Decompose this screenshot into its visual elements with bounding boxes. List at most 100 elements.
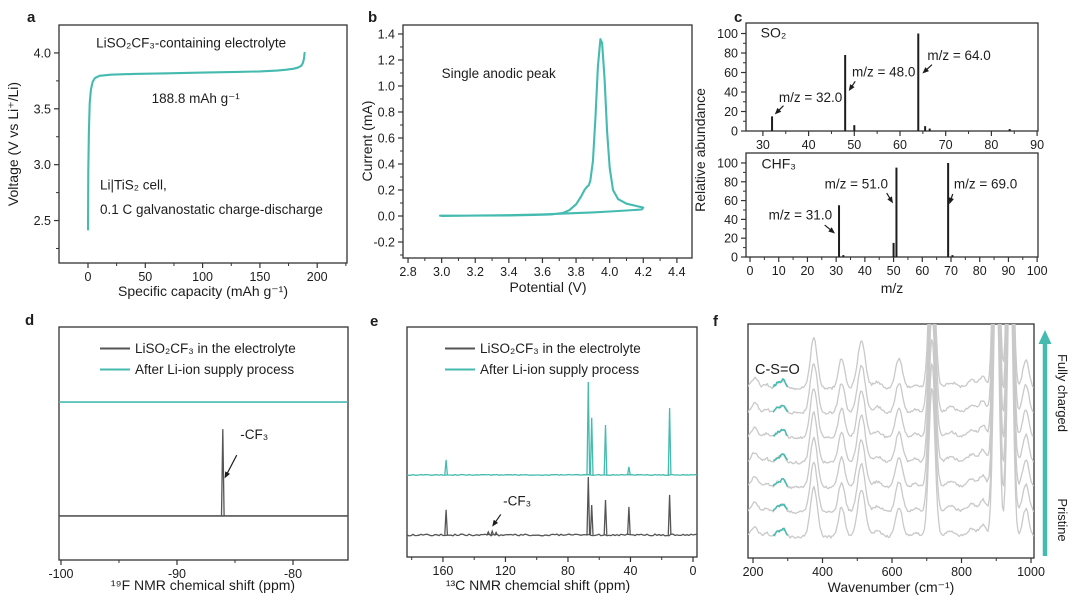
- raman-trace: [748, 324, 1034, 440]
- band-label: C-S=O: [755, 362, 800, 378]
- x-tick-label: 3.8: [567, 265, 584, 279]
- plot-frame: [745, 152, 1039, 258]
- annotation: -CF₃: [503, 493, 531, 508]
- x-tick-label: 80: [973, 264, 987, 278]
- y-tick-label: 2.5: [34, 214, 51, 228]
- y-tick-label: 3.0: [34, 158, 51, 172]
- y-tick-label: 0: [731, 125, 738, 139]
- raman-trace: [748, 324, 1034, 415]
- annotation: LiSO₂CF₃-containing electrolyte: [96, 35, 286, 50]
- c-s-o-band-highlight: [773, 453, 789, 461]
- plot-frame: [58, 326, 349, 561]
- x-tick-label: 120: [495, 564, 516, 578]
- y-axis-label: Relative abundance: [692, 88, 708, 212]
- x-axis: 30 40 50 60 70 80 90: [756, 131, 1044, 152]
- y-axis: 2.5 3.0 3.5 4.0: [34, 46, 59, 249]
- panel-letter: d: [25, 312, 34, 329]
- legend: LiSO₂CF₃ in the electrolyte After Li-ion …: [100, 341, 296, 377]
- y-tick-label: 0.0: [378, 210, 395, 224]
- x-tick-label: 80: [561, 564, 575, 578]
- annotation-arrow: [848, 80, 856, 91]
- x-tick-label: 60: [915, 264, 929, 278]
- y-tick-label: 1.0: [378, 79, 395, 93]
- annotation: 188.8 mAh g⁻¹: [152, 91, 241, 106]
- plot-frame: [406, 326, 698, 558]
- x-tick-label: 1000: [1017, 565, 1045, 579]
- x-tick-label: 40: [624, 564, 638, 578]
- x-tick-label: 600: [882, 565, 903, 579]
- panel-b-cyclic-voltammetry: b 2.8 3.0 3.2 3.4 3.6 3.8 4.0 4.2 4.4 -0.2 0.0 0.2 0.…: [359, 9, 693, 295]
- x-tick-label: 100: [192, 270, 213, 284]
- x-tick-label: 3.0: [433, 265, 450, 279]
- raman-traces: [748, 324, 1034, 539]
- panel-a-charge-discharge: a 0 50 100 150 200 2.5 3.0 3.5 4.0 Specific capaci…: [5, 9, 348, 299]
- legend-label: LiSO₂CF₃ in the electrolyte: [135, 341, 296, 356]
- panel-f-raman-spectra: f 200 400 600 800 1000 Wavenumber (cm⁻¹) C-S=O F…: [713, 313, 1070, 595]
- x-axis: 0 50 100 150 200: [85, 263, 347, 284]
- x-axis-label: Potential (V): [509, 279, 586, 295]
- y-tick-label: 100: [717, 156, 738, 170]
- species-label: SO₂: [761, 24, 787, 40]
- x-axis-label: ¹³C NMR chemcial shift (ppm): [446, 577, 630, 593]
- y-tick-label: -0.2: [373, 236, 395, 250]
- annotation: m/z = 48.0: [852, 64, 915, 79]
- y-axis: -0.2 0.0 0.2 0.4 0.6 0.8 1.0 1.2 1.4: [373, 27, 403, 256]
- x-tick-label: 0: [747, 264, 754, 278]
- legend-label: LiSO₂CF₃ in the electrolyte: [480, 341, 641, 356]
- x-tick-label: 40: [802, 138, 816, 152]
- y-tick-label: 80: [724, 175, 738, 189]
- y-tick-label: 60: [724, 66, 738, 80]
- plot-frame: [747, 323, 1035, 559]
- panel-e-13c-nmr: e 160 120 80 40 0 ¹³C NMR chemcial shift (ppm)…: [370, 313, 698, 593]
- x-tick-label: 3.6: [534, 265, 551, 279]
- charge-direction-arrow: [1038, 330, 1052, 556]
- annotation-arrow: [774, 105, 784, 115]
- x-tick-label: 2.8: [399, 265, 416, 279]
- nmr-trace-after-li-ion-supply-process: [406, 381, 698, 476]
- annotation: Single anodic peak: [442, 66, 556, 81]
- x-tick-label: 400: [812, 565, 833, 579]
- annotation: Li|TiS₂ cell,: [100, 177, 167, 192]
- c-s-o-band-highlight: [772, 503, 789, 512]
- y-tick-label: 0.6: [378, 131, 395, 145]
- x-tick-label: -100: [48, 567, 73, 581]
- annotation: m/z = 32.0: [779, 90, 842, 105]
- y-tick-label: 0.8: [378, 105, 395, 119]
- y-tick-label: 40: [724, 213, 738, 227]
- x-axis-label: m/z: [881, 280, 904, 296]
- x-tick-label: 3.2: [467, 265, 484, 279]
- mass-spectrum-SO₂: [771, 33, 1011, 131]
- x-tick-label: 20: [800, 264, 814, 278]
- x-tick-label: 800: [951, 565, 972, 579]
- x-tick-label: 50: [847, 138, 861, 152]
- x-tick-label: 40: [858, 264, 872, 278]
- x-tick-label: 160: [433, 564, 454, 578]
- panel-letter: b: [368, 9, 377, 26]
- x-tick-label: 4.4: [668, 265, 685, 279]
- y-tick-label: 80: [724, 47, 738, 61]
- annotation-arrow: [824, 224, 835, 234]
- x-tick-label: 90: [1001, 264, 1015, 278]
- y-tick-label: 1.2: [378, 53, 395, 67]
- x-tick-label: 4.0: [601, 265, 618, 279]
- nmr-trace-liso2cf3-in-electrolyte: [59, 429, 348, 517]
- y-tick-label: 3.5: [34, 102, 51, 116]
- y-axis-label: Current (mA): [359, 101, 375, 182]
- x-tick-label: 0: [690, 564, 697, 578]
- panel-letter: c: [734, 9, 742, 26]
- x-axis: 160 120 80 40 0: [411, 557, 697, 578]
- y-axis: 0 20 40 60 80 100: [717, 27, 746, 139]
- x-tick-label: 50: [138, 270, 152, 284]
- y-tick-label: 20: [724, 232, 738, 246]
- y-tick-label: 4.0: [34, 46, 51, 60]
- x-tick-label: 70: [944, 264, 958, 278]
- x-tick-label: 200: [307, 270, 328, 284]
- x-tick-label: 4.2: [635, 265, 652, 279]
- x-axis: -100 -90 -80: [48, 560, 302, 581]
- x-tick-label: 100: [1027, 264, 1048, 278]
- annotation: -CF₃: [240, 427, 268, 442]
- annotation: 0.1 C galvanostatic charge-discharge: [100, 202, 323, 217]
- panel-letter: e: [370, 313, 378, 330]
- fully-charged-label: Fully charged: [1055, 354, 1070, 432]
